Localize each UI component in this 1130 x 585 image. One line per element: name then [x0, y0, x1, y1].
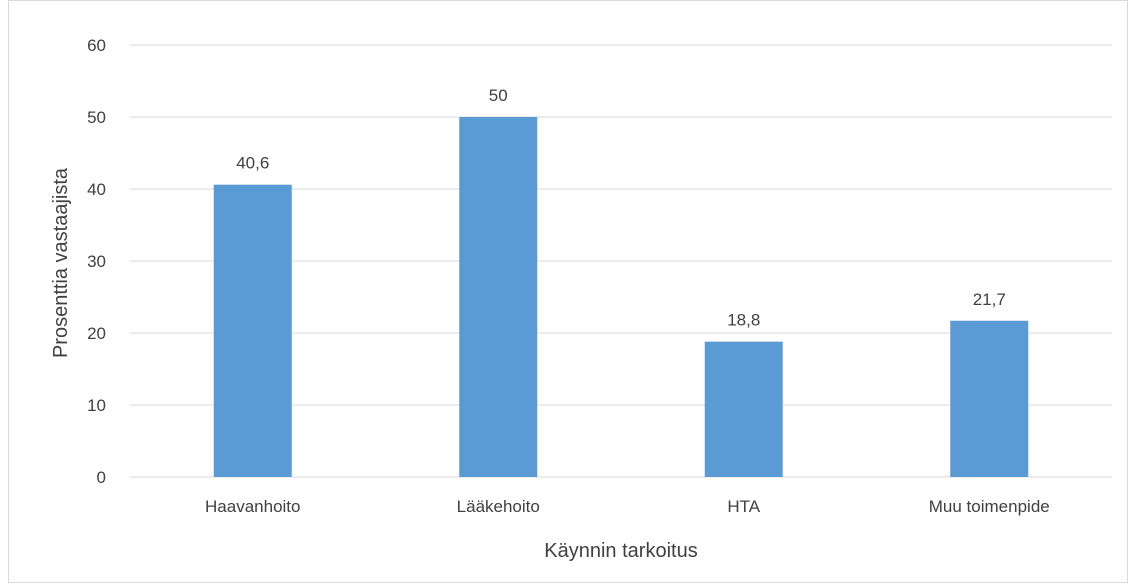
- y-tick-label-0: 0: [97, 468, 106, 487]
- y-axis-title: Prosenttia vastaajista: [50, 167, 72, 358]
- bar-4: [950, 320, 1029, 477]
- x-axis-title: Käynnin tarkoitus: [544, 540, 697, 562]
- y-tick-label-10: 10: [87, 396, 106, 415]
- bar-1: [213, 184, 292, 477]
- y-tick-label-40: 40: [87, 180, 106, 199]
- data-labels: 40,6 50 18,8 21,7: [236, 86, 1006, 330]
- x-tick-label-3: HTA: [727, 497, 760, 516]
- data-label-1: 40,6: [236, 154, 269, 173]
- data-label-4: 21,7: [973, 290, 1006, 309]
- y-axis-tick-labels: 0 10 20 30 40 50 60: [87, 36, 106, 487]
- data-label-2: 50: [489, 86, 508, 105]
- data-label-3: 18,8: [727, 311, 760, 330]
- bar-2: [459, 117, 538, 477]
- y-tick-label-20: 20: [87, 324, 106, 343]
- bars: [213, 117, 1029, 477]
- x-tick-label-2: Lääkehoito: [457, 497, 540, 516]
- y-tick-label-30: 30: [87, 252, 106, 271]
- gridlines: [130, 44, 1112, 478]
- x-axis-tick-labels: Haavanhoito Lääkehoito HTA Muu toimenpide: [205, 497, 1050, 516]
- x-tick-label-4: Muu toimenpide: [929, 497, 1050, 516]
- x-tick-label-1: Haavanhoito: [205, 497, 300, 516]
- y-tick-label-60: 60: [87, 36, 106, 55]
- bar-3: [704, 341, 783, 477]
- chart-frame: [8, 0, 1128, 583]
- y-tick-label-50: 50: [87, 108, 106, 127]
